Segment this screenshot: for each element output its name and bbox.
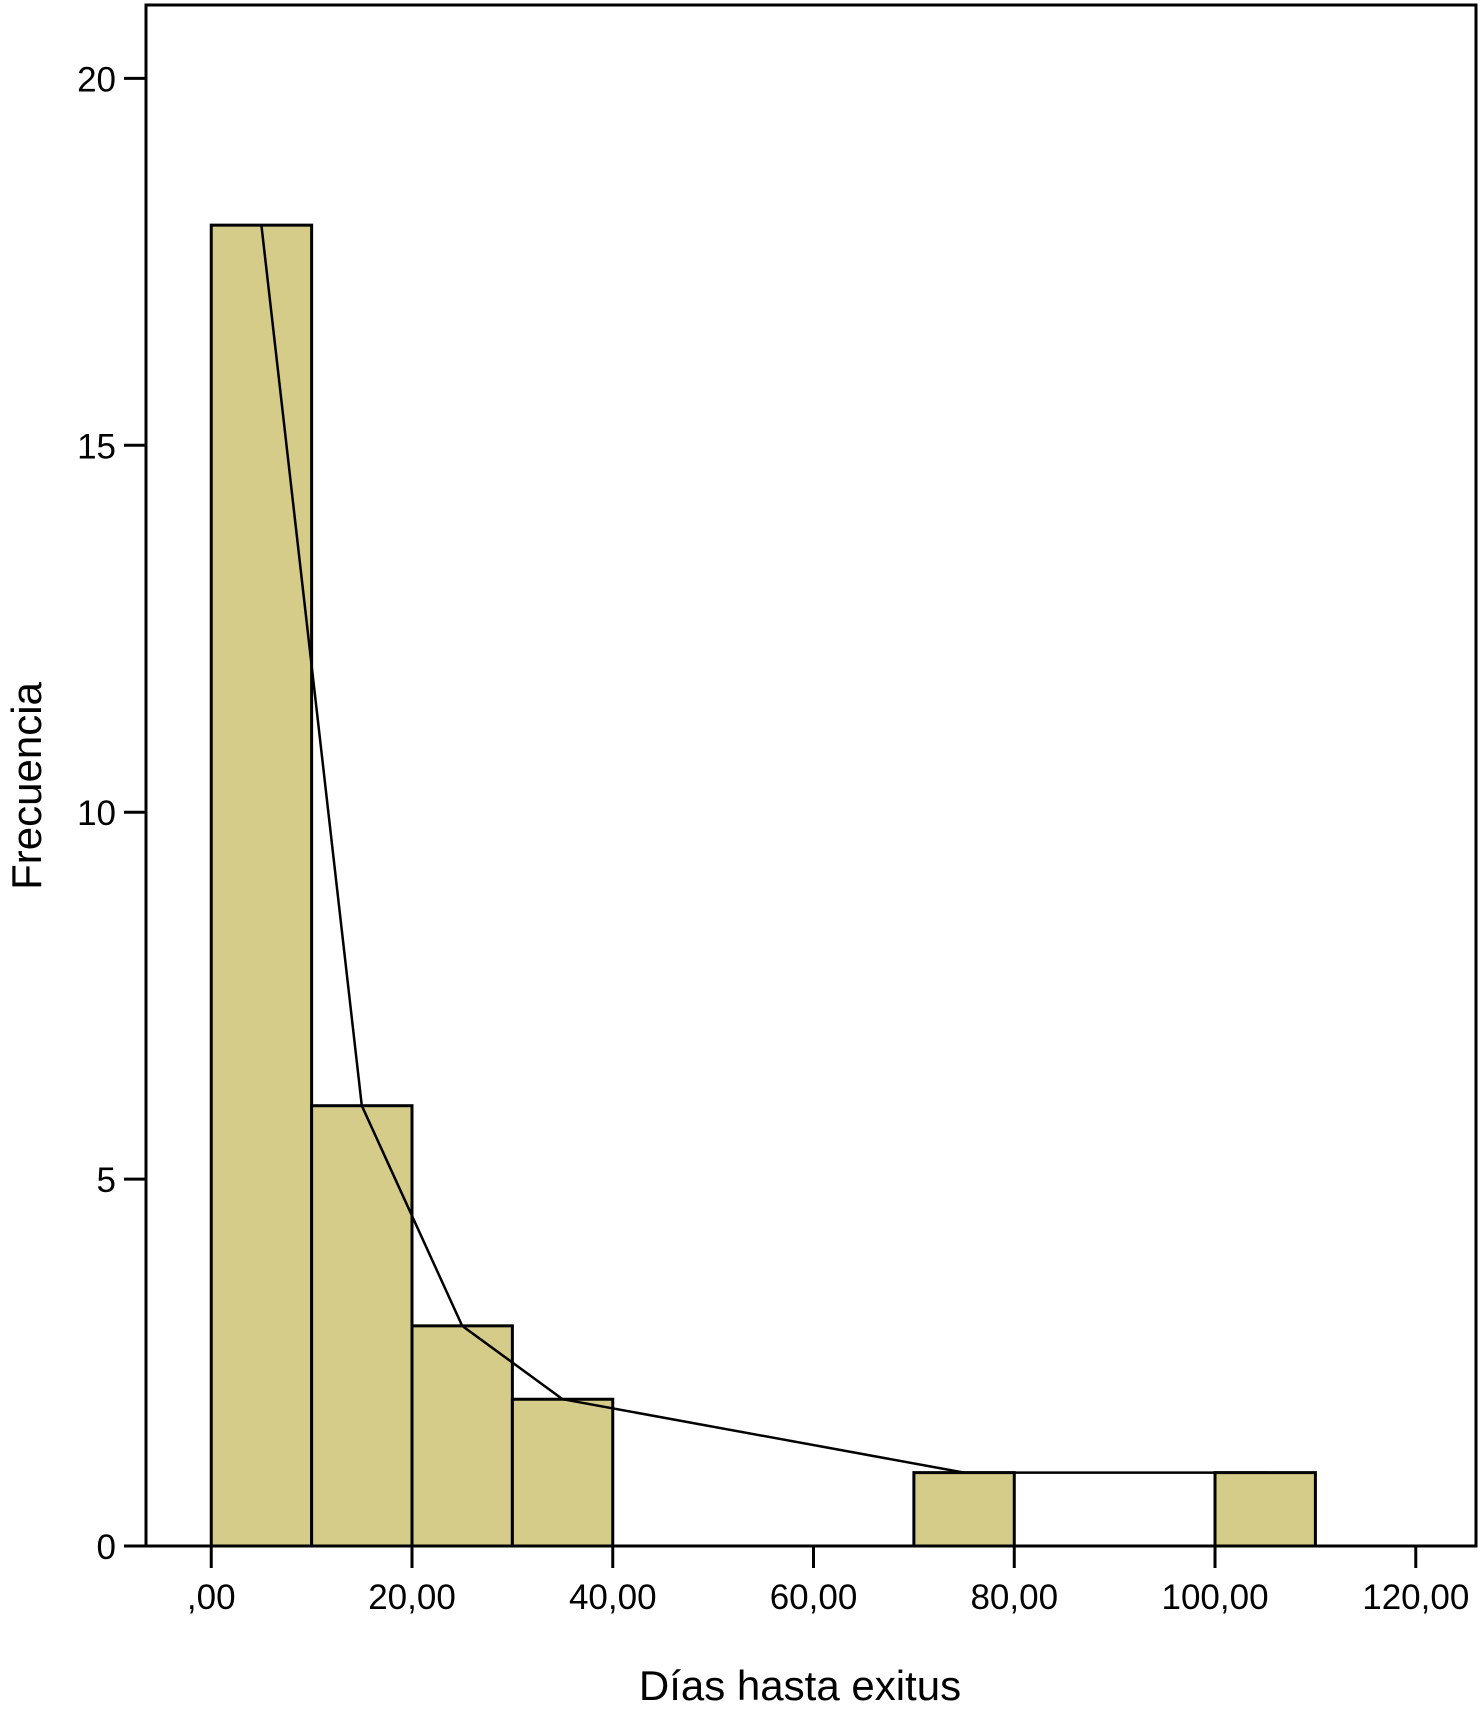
x-tick-label: 80,00 xyxy=(970,1578,1058,1617)
frequency-line-layer xyxy=(260,224,1266,1474)
y-tick-label: 20 xyxy=(77,60,116,99)
x-tick-label: 40,00 xyxy=(569,1578,657,1617)
x-tick-label: 20,00 xyxy=(368,1578,456,1617)
histogram-bar xyxy=(912,1471,1016,1548)
histogram-bar xyxy=(310,1104,414,1548)
x-tick-label: 60,00 xyxy=(770,1578,858,1617)
histogram-bar xyxy=(209,223,314,1548)
y-axis: 0 5 10 15 20 xyxy=(77,60,146,1567)
y-axis-title: Frecuencia xyxy=(3,681,50,889)
x-tick-label: 120,00 xyxy=(1362,1578,1469,1617)
y-tick-label: 0 xyxy=(97,1528,116,1567)
y-tick-label: 15 xyxy=(77,427,116,466)
x-axis: ,00 20,00 40,00 60,00 80,00 100,00 120,00 xyxy=(187,1546,1469,1617)
y-tick-label: 10 xyxy=(77,794,116,833)
y-tick-label: 5 xyxy=(97,1161,116,1200)
x-tick-label: ,00 xyxy=(187,1578,236,1617)
frequency-polygon-line xyxy=(260,224,1266,1474)
histogram-bar xyxy=(410,1324,514,1548)
x-axis-title: Días hasta exitus xyxy=(639,1662,961,1709)
histogram-bar xyxy=(510,1397,615,1548)
x-tick-label: 100,00 xyxy=(1161,1578,1268,1617)
histogram-bar xyxy=(1213,1471,1317,1548)
